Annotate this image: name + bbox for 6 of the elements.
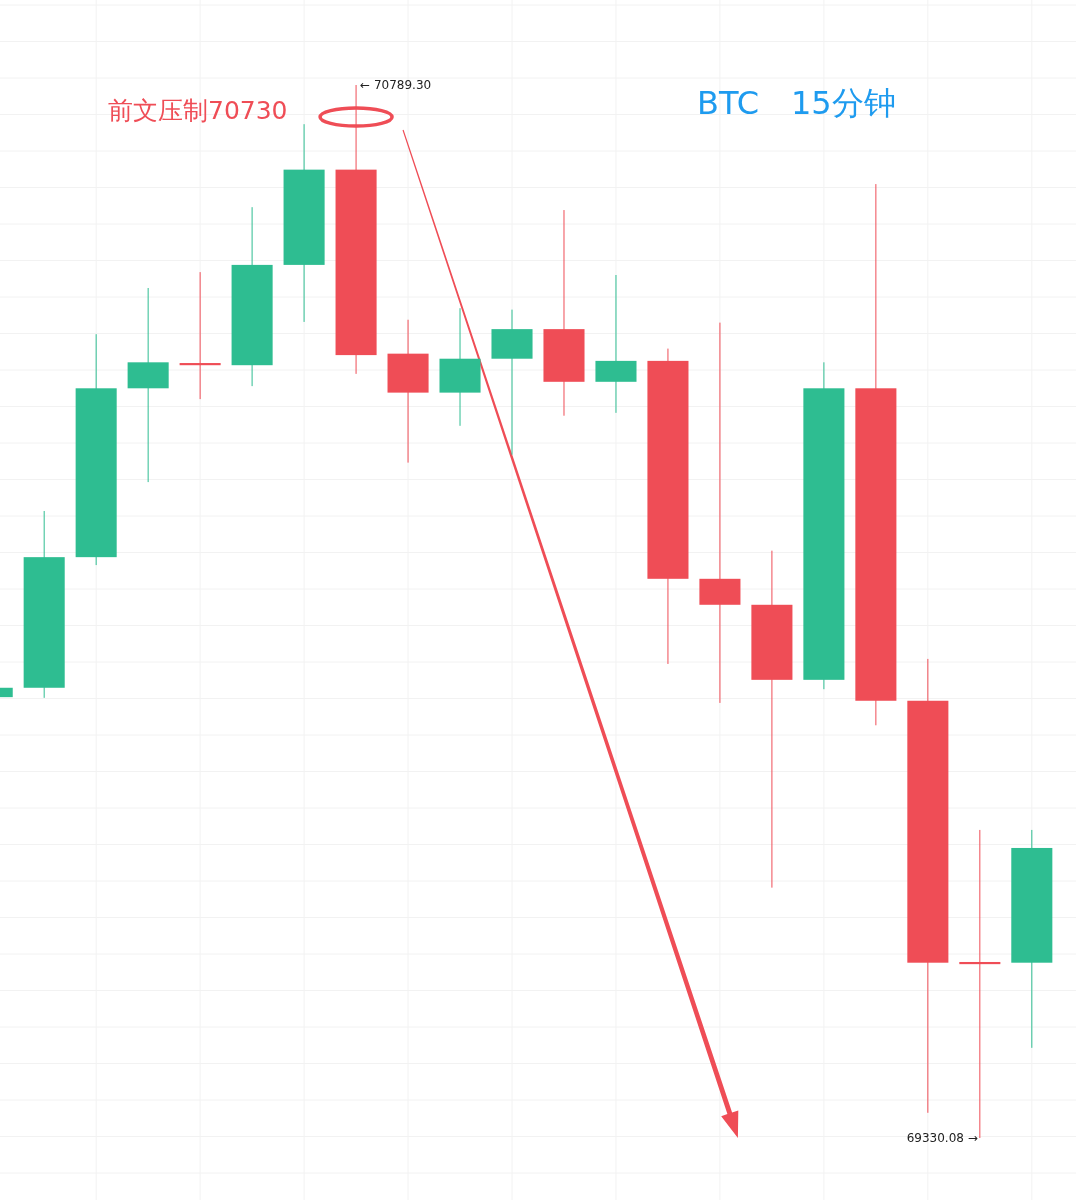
candlestick (699, 322, 741, 704)
chart-title: BTC 15分钟 (697, 84, 896, 122)
annotation: 69330.08 → (906, 1131, 978, 1145)
candlestick (179, 271, 221, 400)
annotation: ← 70789.30 (360, 78, 432, 92)
annotation: 前文压制70730 (108, 96, 288, 125)
